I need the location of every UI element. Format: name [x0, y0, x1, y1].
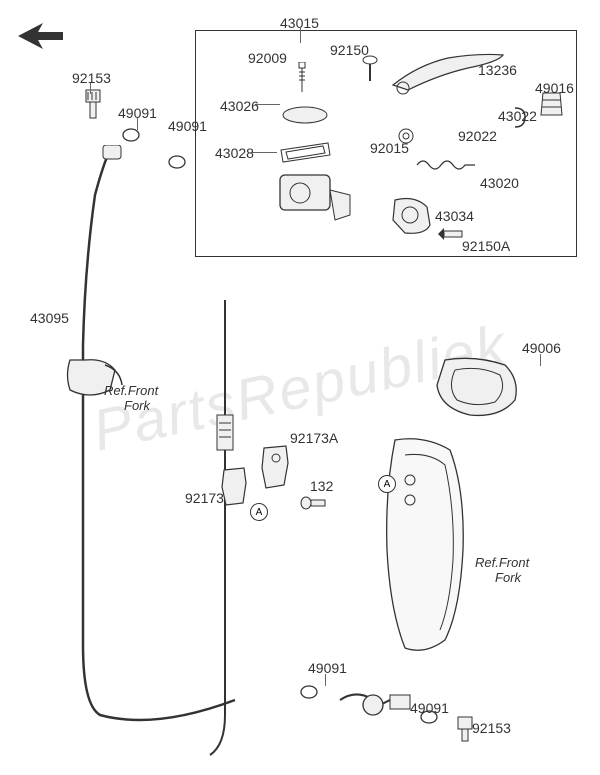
label-92009: 92009	[248, 50, 287, 66]
ref-front-fork-2: Ref.FrontFork	[475, 555, 529, 585]
screw-icon	[296, 62, 308, 97]
washer-icon	[300, 685, 318, 699]
hose-section-icon	[195, 295, 255, 775]
label-43026: 43026	[220, 98, 259, 114]
bolt-icon	[362, 55, 378, 85]
washer-icon	[122, 128, 140, 142]
label-92173: 92173	[185, 490, 224, 506]
clamp-icon	[385, 195, 435, 240]
label-49091: 49091	[168, 118, 207, 134]
label-43028: 43028	[215, 145, 254, 161]
banjo-fitting-icon	[335, 680, 415, 730]
leader-line	[252, 152, 277, 153]
label-49006: 49006	[522, 340, 561, 356]
diaphragm-icon	[278, 140, 333, 165]
label-92153: 92153	[72, 70, 111, 86]
label-43095: 43095	[30, 310, 69, 326]
label-92150: 92150	[330, 42, 369, 58]
label-92015: 92015	[370, 140, 409, 156]
marker-a: A	[378, 475, 396, 493]
label-13236: 13236	[478, 62, 517, 78]
bracket-icon	[256, 443, 296, 493]
label-132: 132	[310, 478, 333, 494]
label-49091: 49091	[118, 105, 157, 121]
protector-boot-icon	[425, 350, 535, 430]
ref-front-fork-1: Ref.FrontFork	[104, 383, 158, 413]
label-43015: 43015	[280, 15, 319, 31]
spring-icon	[415, 155, 480, 175]
label-43022: 43022	[498, 108, 537, 124]
label-43020: 43020	[480, 175, 519, 191]
screw-icon	[300, 495, 328, 511]
label-49016: 49016	[535, 80, 574, 96]
label-92153: 92153	[472, 720, 511, 736]
marker-a: A	[250, 503, 268, 521]
label-92150A: 92150A	[462, 238, 510, 254]
label-92173A: 92173A	[290, 430, 338, 446]
label-49091: 49091	[410, 700, 449, 716]
fork-guard-icon	[355, 430, 485, 660]
label-43034: 43034	[435, 208, 474, 224]
banjo-bolt-icon	[78, 88, 108, 123]
master-cylinder-icon	[270, 165, 360, 235]
cap-icon	[280, 105, 330, 125]
label-92022: 92022	[458, 128, 497, 144]
direction-arrow	[18, 18, 68, 53]
label-49091: 49091	[308, 660, 347, 676]
